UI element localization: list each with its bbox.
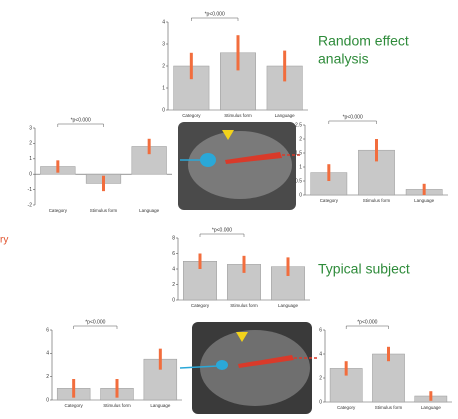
cut-label: ry xyxy=(0,235,8,246)
bracket xyxy=(200,234,244,237)
x-tick-label: Language xyxy=(414,198,435,203)
bracket xyxy=(329,121,377,124)
x-tick-label: Language xyxy=(421,405,442,410)
x-tick-label: Language xyxy=(150,403,171,408)
y-tick-label: 1 xyxy=(299,164,302,170)
y-tick-label: 4 xyxy=(162,19,165,25)
x-tick-label: Category xyxy=(65,403,84,408)
y-tick-label: 8 xyxy=(172,235,175,241)
y-tick-label: -1 xyxy=(28,187,33,193)
y-tick-label: 4 xyxy=(172,266,175,272)
x-tick-label: Language xyxy=(278,303,299,308)
y-tick-label: 6 xyxy=(319,327,322,333)
y-tick-label: 4 xyxy=(46,351,49,357)
annotation: *p<0.000 xyxy=(71,117,91,123)
y-tick-label: 1 xyxy=(162,85,165,91)
y-tick-label: 3 xyxy=(162,41,165,47)
x-tick-label: Stimulus form xyxy=(103,403,131,408)
y-tick-label: 2 xyxy=(299,136,302,142)
y-tick-label: 0 xyxy=(172,297,175,303)
y-tick-label: 2.5 xyxy=(295,122,302,128)
section-label: Random effect xyxy=(318,33,409,49)
annotation: *p<0.000 xyxy=(205,11,225,17)
annotation: *p<0.000 xyxy=(357,319,377,325)
x-tick-label: Category xyxy=(49,208,68,213)
y-tick-label: 0 xyxy=(46,397,49,403)
x-tick-label: Stimulus form xyxy=(230,303,258,308)
x-tick-label: Language xyxy=(275,113,296,118)
x-tick-label: Category xyxy=(191,303,210,308)
y-tick-label: 2 xyxy=(319,375,322,381)
bracket xyxy=(74,326,117,329)
y-tick-label: 6 xyxy=(172,251,175,257)
annotation: *p<0.000 xyxy=(212,227,232,233)
bracket xyxy=(191,18,238,21)
x-tick-label: Category xyxy=(320,198,339,203)
brain-shape xyxy=(200,330,310,406)
y-tick-label: 1 xyxy=(29,156,32,162)
x-tick-label: Category xyxy=(182,113,201,118)
annotation: *p<0.000 xyxy=(85,319,105,325)
section-label: Typical subject xyxy=(318,261,410,277)
x-tick-label: Stimulus form xyxy=(224,113,252,118)
y-tick-label: 2 xyxy=(29,141,32,147)
y-tick-label: 2 xyxy=(162,63,165,69)
y-tick-label: 4 xyxy=(319,351,322,357)
y-tick-label: 3 xyxy=(29,125,32,131)
section-label: analysis xyxy=(318,51,369,67)
y-tick-label: 0 xyxy=(299,192,302,198)
y-tick-label: 2 xyxy=(46,374,49,380)
x-tick-label: Stimulus form xyxy=(363,198,391,203)
y-tick-label: 6 xyxy=(46,327,49,333)
x-tick-label: Stimulus form xyxy=(375,405,403,410)
bracket xyxy=(346,326,388,329)
x-tick-label: Stimulus form xyxy=(90,208,118,213)
y-tick-label: 2 xyxy=(172,282,175,288)
y-tick-label: 0 xyxy=(29,172,32,178)
bracket xyxy=(58,124,104,127)
x-tick-label: Language xyxy=(139,208,160,213)
y-tick-label: 0 xyxy=(162,107,165,113)
annotation: *p<0.000 xyxy=(343,114,363,120)
y-tick-label: 0.5 xyxy=(295,178,302,184)
y-tick-label: 0 xyxy=(319,399,322,405)
x-tick-label: Category xyxy=(337,405,356,410)
activation xyxy=(216,360,228,370)
y-tick-label: 1.5 xyxy=(295,150,302,156)
figure: Random effect analysis Typical subject r… xyxy=(0,0,458,419)
y-tick-label: -2 xyxy=(28,202,33,208)
